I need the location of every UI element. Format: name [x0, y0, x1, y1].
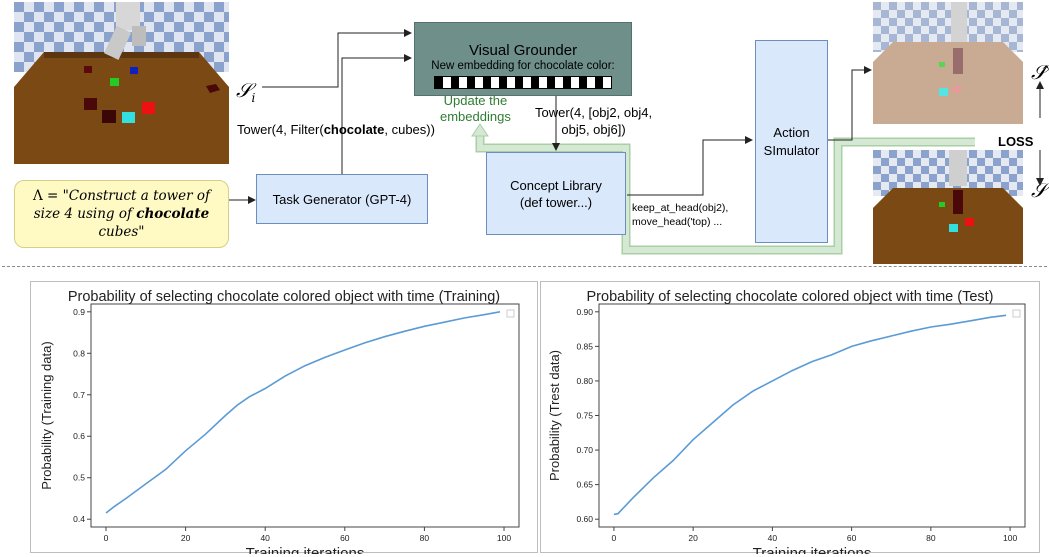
y-tick-label: 0.6 — [73, 431, 85, 441]
predicted-scene-image — [873, 2, 1023, 124]
embedding-strip — [434, 76, 612, 89]
state-input-symbol: 𝒮 — [236, 78, 252, 102]
task-generator-box: Task Generator (GPT-4) — [256, 174, 428, 224]
concept-library-line1: Concept Library — [510, 177, 602, 193]
x-tick-label: 60 — [340, 533, 350, 543]
y-tick-label: 0.90 — [576, 307, 593, 317]
task-generator-label: Task Generator (GPT-4) — [272, 191, 412, 207]
x-tick-label: 0 — [612, 533, 617, 543]
visual-grounder-box: Visual Grounder New embedding for chocol… — [414, 22, 632, 96]
tower-output-text: Tower(4, [obj2, obj4, obj5, obj6]) — [535, 104, 652, 138]
program-text-bold: chocolate — [323, 122, 385, 137]
x-tick-label: 100 — [497, 533, 511, 543]
predicted-state-label: 𝒮̂ — [1031, 60, 1047, 84]
training-chart: 0 20 40 60 80 100 0.4 0.5 0.6 0.7 0.8 0.9 Training i… — [39, 303, 520, 554]
y-tick-label: 0.7 — [73, 390, 85, 400]
test-chart-title: Probability of selecting chocolate color… — [586, 289, 994, 305]
x-tick-label: 80 — [926, 533, 936, 543]
y-tick-label: 0.4 — [73, 514, 85, 524]
plot-frame — [598, 303, 1026, 528]
update-label-line2: embeddings — [440, 109, 511, 124]
y-tick-label: 0.60 — [576, 514, 593, 524]
concept-library-box: Concept Library (def tower...) — [486, 152, 626, 235]
x-tick-label: 80 — [420, 533, 430, 543]
y-tick-label: 0.9 — [73, 307, 85, 317]
loss-label: LOSS — [998, 134, 1034, 149]
state-input-subscript: i — [251, 91, 256, 105]
y-axis-label: Probability (Training data) — [39, 341, 54, 489]
actions-line2: move_head('top) ... — [632, 216, 723, 228]
action-simulator-line1: Action — [773, 124, 810, 140]
program-text: Tower(4, Filter(chocolate, cubes)) — [237, 122, 435, 137]
input-scene-image — [14, 2, 229, 164]
section-divider — [2, 266, 1047, 267]
tower-output-line1: Tower(4, [obj2, obj4, — [535, 105, 653, 120]
task-instruction-bold: chocolate — [136, 206, 210, 222]
task-instruction-box: Λ = "Construct a tower of size 4 using o… — [14, 180, 229, 248]
x-tick-label: 20 — [181, 533, 191, 543]
program-text-prefix: Tower(4, Filter( — [237, 122, 324, 137]
y-tick-label: 0.65 — [576, 480, 593, 490]
test-chart-panel: Probability of selecting chocolate color… — [540, 281, 1040, 554]
diagram-connectors — [228, 29, 1044, 255]
x-tick-label: 40 — [768, 533, 778, 543]
lambda-symbol: Λ — [32, 188, 43, 204]
legend-box — [506, 309, 515, 318]
y-tick-label: 0.70 — [576, 445, 593, 455]
x-axis-label: Training iterations — [753, 545, 872, 554]
y-tick-label: 0.8 — [73, 348, 85, 358]
series-line — [105, 311, 501, 514]
y-axis-label: Probability (Trest data) — [547, 350, 562, 481]
x-tick-label: 100 — [1003, 533, 1017, 543]
y-tick-label: 0.85 — [576, 341, 593, 351]
x-tick-label: 60 — [847, 533, 857, 543]
target-state-label: 𝒮 — [1031, 178, 1047, 202]
update-embeddings-label: Update the embeddings — [440, 93, 511, 125]
actions-text: keep_at_head(obj2), move_head('top) ... — [632, 201, 728, 229]
target-scene-image — [873, 150, 1023, 264]
update-label-line1: Update the — [443, 93, 508, 108]
actions-line1: keep_at_head(obj2), — [632, 202, 729, 214]
program-text-suffix: , cubes)) — [384, 122, 435, 137]
training-chart-panel: Probability of selecting chocolate color… — [30, 281, 538, 554]
x-tick-label: 20 — [688, 533, 698, 543]
legend-box — [1012, 309, 1021, 318]
concept-library-line2: (def tower...) — [519, 194, 593, 210]
task-instruction-text: Λ = "Construct a tower of size 4 using o… — [23, 187, 220, 241]
y-tick-label: 0.80 — [576, 376, 593, 386]
task-instruction-suffix: cubes" — [98, 224, 145, 240]
tower-output-line2: obj5, obj6]) — [561, 122, 626, 137]
y-tick-label: 0.75 — [576, 411, 593, 421]
action-simulator-box: Action SImulator — [755, 40, 828, 243]
y-tick-label: 0.5 — [73, 473, 85, 483]
plot-frame — [90, 303, 520, 528]
x-axis-label: Training iterations — [246, 545, 365, 554]
training-chart-title: Probability of selecting chocolate color… — [67, 289, 501, 305]
x-tick-label: 40 — [260, 533, 270, 543]
x-tick-label: 0 — [104, 533, 109, 543]
series-line — [613, 314, 1007, 516]
action-simulator-line2: SImulator — [763, 142, 820, 158]
visual-grounder-subtitle: New embedding for chocolate color: — [431, 60, 615, 72]
test-chart: 0 20 40 60 80 100 0.60 0.65 0.70 0.75 0.80 0.85 0.90… — [547, 303, 1026, 554]
task-instruction-prefix: = "Construct a tower of size 4 using of — [33, 188, 211, 222]
state-input-label: 𝒮i — [236, 78, 255, 105]
visual-grounder-title: Visual Grounder — [468, 42, 578, 59]
